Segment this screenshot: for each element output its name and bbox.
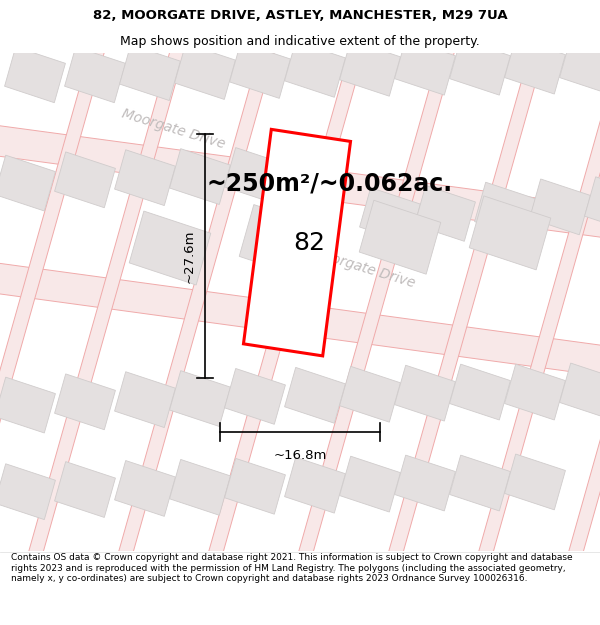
Polygon shape [203, 1, 377, 575]
Polygon shape [170, 459, 230, 515]
Polygon shape [244, 129, 350, 356]
Polygon shape [560, 38, 600, 94]
Polygon shape [55, 152, 115, 208]
Polygon shape [359, 200, 441, 274]
Polygon shape [175, 44, 235, 99]
Polygon shape [239, 204, 321, 279]
Text: ~16.8m: ~16.8m [274, 449, 326, 462]
Polygon shape [224, 369, 286, 424]
Text: 82: 82 [293, 231, 325, 254]
Polygon shape [0, 1, 118, 575]
Text: Moorgate Drive: Moorgate Drive [120, 106, 227, 151]
Polygon shape [0, 119, 600, 244]
Polygon shape [0, 377, 55, 433]
Polygon shape [115, 372, 175, 428]
Polygon shape [224, 148, 286, 203]
Text: 82, MOORGATE DRIVE, ASTLEY, MANCHESTER, M29 7UA: 82, MOORGATE DRIVE, ASTLEY, MANCHESTER, … [92, 9, 508, 22]
Text: Moorgate Drive: Moorgate Drive [310, 245, 417, 290]
Polygon shape [563, 1, 600, 575]
Polygon shape [530, 179, 590, 235]
Polygon shape [340, 41, 400, 96]
Polygon shape [119, 45, 181, 101]
Polygon shape [340, 366, 400, 422]
Polygon shape [469, 196, 551, 270]
Text: ~250m²/~0.062ac.: ~250m²/~0.062ac. [207, 171, 453, 195]
Polygon shape [55, 374, 115, 430]
Text: Contains OS data © Crown copyright and database right 2021. This information is : Contains OS data © Crown copyright and d… [11, 554, 572, 583]
Polygon shape [340, 456, 400, 512]
Polygon shape [170, 149, 230, 204]
Polygon shape [449, 364, 511, 420]
Polygon shape [505, 454, 565, 510]
Polygon shape [505, 364, 565, 420]
Text: ~27.6m: ~27.6m [182, 229, 196, 283]
Polygon shape [0, 257, 600, 382]
Polygon shape [0, 155, 55, 211]
Polygon shape [129, 211, 211, 285]
Polygon shape [359, 188, 421, 244]
Polygon shape [584, 177, 600, 232]
Polygon shape [5, 47, 65, 102]
Polygon shape [284, 458, 346, 513]
Polygon shape [284, 41, 346, 98]
Polygon shape [449, 455, 511, 511]
Polygon shape [113, 1, 287, 575]
Polygon shape [115, 461, 175, 516]
Polygon shape [230, 42, 290, 98]
Text: Map shows position and indicative extent of the property.: Map shows position and indicative extent… [120, 35, 480, 48]
Polygon shape [449, 39, 511, 95]
Polygon shape [395, 39, 455, 95]
Polygon shape [65, 47, 125, 102]
Polygon shape [284, 368, 346, 423]
Polygon shape [560, 363, 600, 419]
Polygon shape [23, 1, 197, 575]
Polygon shape [473, 1, 600, 575]
Polygon shape [224, 458, 286, 514]
Polygon shape [0, 464, 55, 519]
Polygon shape [505, 38, 565, 94]
Polygon shape [170, 371, 230, 426]
Polygon shape [383, 1, 557, 575]
Polygon shape [55, 462, 115, 518]
Polygon shape [293, 1, 467, 575]
Polygon shape [415, 186, 475, 241]
Polygon shape [475, 182, 535, 238]
Polygon shape [115, 150, 175, 206]
Polygon shape [395, 365, 455, 421]
Polygon shape [395, 455, 455, 511]
